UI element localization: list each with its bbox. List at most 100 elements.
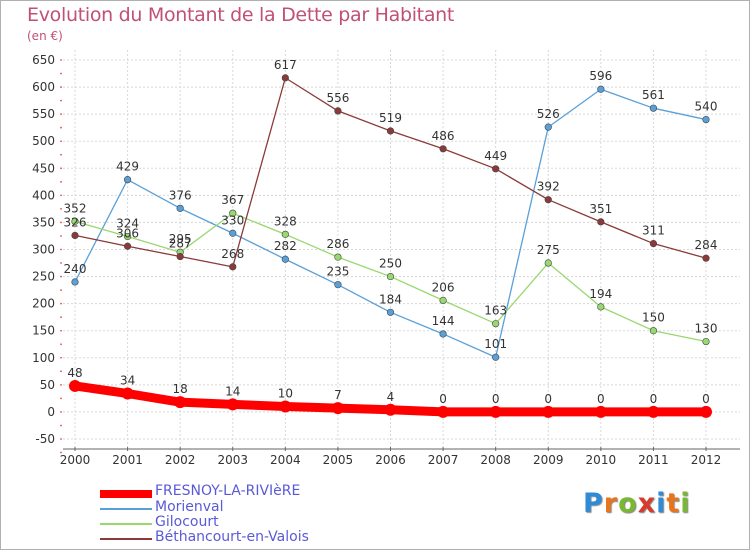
data-point xyxy=(281,255,289,263)
x-tick-label: 2003 xyxy=(217,453,248,467)
data-label: 194 xyxy=(589,287,612,301)
data-label: 163 xyxy=(484,304,507,318)
data-point xyxy=(542,405,555,418)
logo-letter: t xyxy=(666,488,681,519)
legend-swatch xyxy=(100,523,152,525)
data-point xyxy=(492,165,500,173)
data-point xyxy=(71,278,79,286)
data-label: 392 xyxy=(537,180,560,194)
legend-label: FRESNOY-LA-RIVIèRE xyxy=(155,483,301,499)
y-minor-tick-mark xyxy=(60,72,62,75)
data-point xyxy=(439,296,447,304)
data-label: 144 xyxy=(432,314,455,328)
data-point xyxy=(702,115,710,124)
data-label: 130 xyxy=(695,322,718,336)
data-label: 486 xyxy=(432,129,455,143)
data-point xyxy=(69,379,81,392)
data-point xyxy=(386,308,395,316)
y-tick-label: 550 xyxy=(32,107,55,121)
data-label: 34 xyxy=(120,374,135,388)
chart-series xyxy=(69,74,712,418)
logo-letter: i xyxy=(680,488,691,519)
y-tick-mark xyxy=(60,86,62,88)
y-minor-tick-mark xyxy=(60,99,62,102)
data-label: 284 xyxy=(695,238,718,252)
data-point xyxy=(229,209,237,217)
logo-letter: o xyxy=(618,488,638,519)
data-point xyxy=(489,405,502,418)
chart-subtitle: (en €) xyxy=(27,29,63,43)
data-point xyxy=(649,239,658,248)
data-label: 4 xyxy=(387,390,395,404)
y-tick-label: 250 xyxy=(32,270,55,284)
data-point xyxy=(121,387,134,400)
y-tick-label: 500 xyxy=(32,134,55,148)
data-point xyxy=(544,123,552,131)
y-tick-mark xyxy=(60,248,62,251)
y-tick-label: 450 xyxy=(32,161,55,175)
data-point xyxy=(649,104,658,112)
data-point xyxy=(597,303,605,311)
data-label: 0 xyxy=(650,392,658,406)
y-tick-mark xyxy=(60,383,62,386)
data-label: 540 xyxy=(695,100,718,114)
proxiti-logo: Proxiti xyxy=(583,488,691,519)
data-label: 306 xyxy=(116,226,139,240)
data-label: 14 xyxy=(225,384,240,398)
legend-label: Gilocourt xyxy=(155,514,219,530)
data-label: 0 xyxy=(702,392,710,406)
legend-swatch xyxy=(100,538,152,540)
data-label: 18 xyxy=(173,382,188,396)
data-point xyxy=(331,402,344,415)
x-tick-label: 2005 xyxy=(323,453,354,467)
x-tick-label: 2000 xyxy=(60,453,91,467)
legend-label: Béthancourt-en-Valois xyxy=(155,529,309,545)
data-point xyxy=(492,320,500,328)
x-tick-label: 2011 xyxy=(638,453,669,467)
data-label: 235 xyxy=(326,265,349,279)
data-label: 0 xyxy=(597,392,605,406)
data-label: 596 xyxy=(589,69,612,83)
legend-swatch xyxy=(100,490,152,498)
data-point xyxy=(439,330,447,338)
y-tick-mark xyxy=(60,221,62,224)
y-tick-mark xyxy=(60,194,62,197)
data-label: 287 xyxy=(169,237,192,251)
y-tick-label: 300 xyxy=(32,243,55,257)
data-label: 250 xyxy=(379,257,402,271)
x-tick-label: 2004 xyxy=(270,453,301,467)
data-point xyxy=(281,74,289,82)
data-point xyxy=(597,218,605,226)
data-point xyxy=(386,272,395,281)
legend-swatch xyxy=(100,508,152,510)
data-label: 295 xyxy=(169,232,192,246)
data-label: 351 xyxy=(589,202,612,216)
data-label: 328 xyxy=(274,214,297,228)
x-tick-label: 2009 xyxy=(533,453,564,467)
y-tick-mark xyxy=(60,329,62,332)
data-label: 376 xyxy=(169,188,192,202)
data-label: 352 xyxy=(64,201,87,215)
data-point xyxy=(544,196,552,204)
logo-letter: r xyxy=(603,488,619,519)
logo-letter: P xyxy=(583,488,604,519)
y-minor-tick-mark xyxy=(60,424,62,427)
data-label: 48 xyxy=(67,366,82,380)
y-tick-mark xyxy=(60,302,62,305)
chart-grid xyxy=(63,50,740,447)
data-label: 184 xyxy=(379,292,402,306)
y-tick-label: 400 xyxy=(32,188,55,202)
x-tick-label: 2008 xyxy=(480,453,511,467)
data-point xyxy=(647,405,660,418)
y-minor-tick-mark xyxy=(60,316,62,319)
data-point xyxy=(649,327,658,335)
data-point xyxy=(279,400,292,413)
x-tick-label: 2006 xyxy=(375,453,406,467)
y-tick-label: 150 xyxy=(32,324,55,338)
data-label: 286 xyxy=(326,237,349,251)
data-label: 526 xyxy=(537,107,560,121)
data-point xyxy=(123,176,132,184)
data-point xyxy=(226,398,239,411)
data-label: 240 xyxy=(64,262,87,276)
